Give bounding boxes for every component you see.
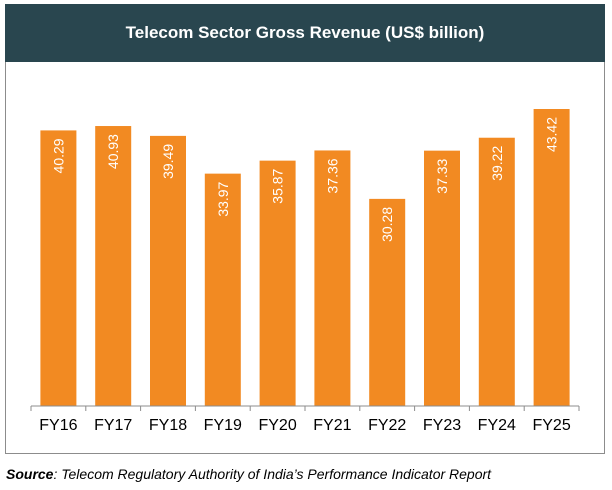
x-tick-label: FY24 xyxy=(478,417,516,434)
bar xyxy=(95,126,132,406)
bar xyxy=(259,160,296,406)
bar xyxy=(150,135,186,407)
data-label: 37.36 xyxy=(324,158,340,193)
data-label: 30.28 xyxy=(379,207,395,242)
data-label: 35.87 xyxy=(270,168,286,203)
x-tick-label: FY23 xyxy=(423,417,461,434)
source-prefix: Source xyxy=(6,466,54,482)
data-label: 39.49 xyxy=(160,144,176,179)
x-tick-label: FY16 xyxy=(39,417,77,434)
data-label: 43.42 xyxy=(544,117,560,152)
x-tick-label: FY25 xyxy=(532,417,570,434)
bar xyxy=(533,109,570,406)
x-tick-label: FY18 xyxy=(149,417,187,434)
x-tick-label: FY22 xyxy=(368,417,406,434)
bar xyxy=(369,198,406,406)
data-label: 37.33 xyxy=(434,158,450,193)
x-tick-label: FY17 xyxy=(94,417,132,434)
x-tick-label: FY20 xyxy=(258,417,296,434)
source-note: Source: Telecom Regulatory Authority of … xyxy=(6,466,491,482)
x-tick-label: FY21 xyxy=(313,417,351,434)
data-label: 40.93 xyxy=(105,134,121,169)
chart-title: Telecom Sector Gross Revenue (US$ billio… xyxy=(5,4,605,62)
bar xyxy=(40,130,77,406)
bar xyxy=(204,173,241,406)
x-tick-label: FY19 xyxy=(204,417,242,434)
data-label: 33.97 xyxy=(215,181,231,216)
bar xyxy=(314,150,351,406)
bar xyxy=(478,137,515,406)
data-label: 39.22 xyxy=(489,146,505,181)
source-text: : Telecom Regulatory Authority of India’… xyxy=(53,466,492,482)
data-label: 40.29 xyxy=(50,138,66,173)
bar xyxy=(424,150,460,406)
